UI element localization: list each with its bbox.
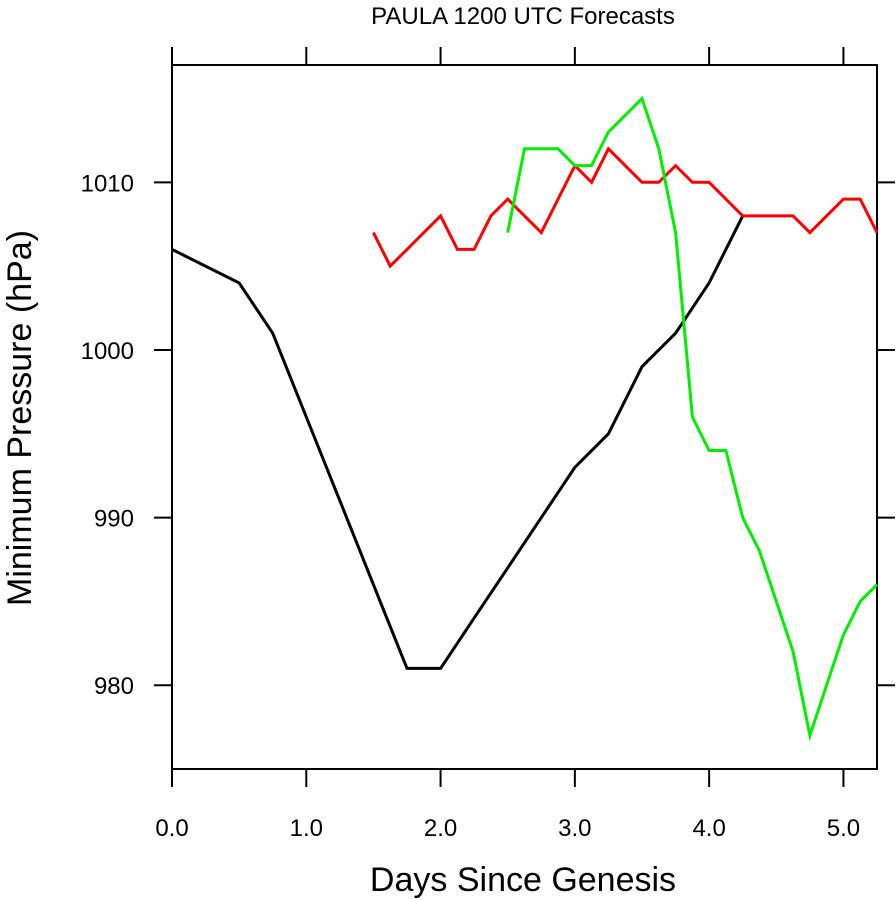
series-line-black: [171, 215, 745, 670]
y-tick-label-1: 990: [94, 506, 134, 533]
axis-tick-labels: 0.0 1.0 2.0 3.0 4.0 5.0 980 990 1000 1010: [81, 170, 861, 842]
chart-title: PAULA 1200 UTC Forecasts: [371, 3, 675, 30]
x-axis-label: Days Since Genesis: [370, 861, 676, 899]
x-tick-label-3: 3.0: [558, 815, 591, 842]
series-lines: [171, 95, 879, 742]
y-axis-label: Minimum Pressure (hPa): [1, 230, 39, 606]
x-tick-label-2: 2.0: [424, 815, 457, 842]
plot-frame: [171, 64, 878, 770]
y-tick-label-2: 1000: [81, 338, 134, 365]
x-tick-label-0: 0.0: [155, 815, 188, 842]
y-tick-label-0: 980: [94, 673, 134, 700]
axis-ticks: [154, 47, 895, 787]
y-tick-label-3: 1010: [81, 170, 134, 197]
series-line-red: [372, 146, 879, 269]
x-tick-label-1: 1.0: [290, 815, 323, 842]
x-tick-label-4: 4.0: [692, 815, 725, 842]
series-line-green: [506, 95, 879, 742]
x-tick-label-5: 5.0: [827, 815, 860, 842]
